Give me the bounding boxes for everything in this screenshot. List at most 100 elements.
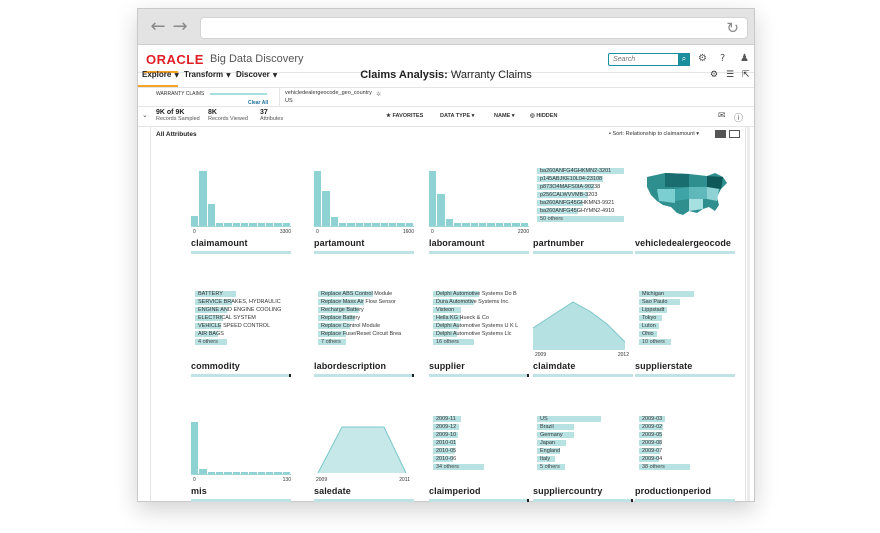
histogram-bar[interactable]	[224, 471, 233, 474]
value-row[interactable]: 2010-05	[433, 447, 529, 455]
forward-arrow-icon[interactable]: →	[172, 16, 188, 37]
value-row[interactable]: 2010-01	[433, 439, 529, 447]
value-row[interactable]: US	[537, 415, 633, 423]
card-claimdate[interactable]: 2009 2012 claimdate	[533, 290, 635, 402]
histogram-bar[interactable]	[191, 215, 200, 226]
value-row[interactable]: 10 others	[639, 338, 735, 346]
histogram-bar[interactable]	[199, 170, 208, 226]
histogram-bar[interactable]	[520, 223, 529, 226]
value-row[interactable]: Replace ABS Control Module	[318, 290, 414, 298]
search-input[interactable]: Search ⌕	[608, 53, 690, 66]
value-row[interactable]: Delphi Automotive Systems U K L	[433, 322, 529, 330]
histogram-bar[interactable]	[479, 223, 488, 226]
histogram-bar[interactable]	[322, 191, 331, 226]
histogram-bar[interactable]	[397, 223, 406, 226]
histogram-bar[interactable]	[372, 223, 381, 226]
histogram-bar[interactable]	[330, 217, 339, 226]
sort-dropdown[interactable]: ▪ Sort: Relationship to claimamount ▾	[609, 131, 700, 137]
value-row[interactable]: Japan	[537, 439, 633, 447]
histogram-bar[interactable]	[232, 223, 241, 226]
card-vehicledealergeocode[interactable]: vehicledealergeocode	[635, 167, 737, 279]
value-row[interactable]: Delphi Automotive Systems Llc	[433, 330, 529, 338]
back-arrow-icon[interactable]: ←	[150, 16, 166, 37]
value-row[interactable]: 2009-04	[639, 455, 735, 463]
histogram-bar[interactable]	[274, 223, 283, 226]
user-icon[interactable]: ♟	[740, 53, 749, 64]
card-laboramount[interactable]: 0 2200 laboramount	[429, 167, 531, 279]
value-row[interactable]: ba260ANFG4GHKMN2-3201	[537, 167, 633, 175]
grid-view-icon[interactable]	[729, 130, 740, 138]
card-supplier[interactable]: Delphi Automotive Systems Do B Dura Autom…	[429, 290, 531, 402]
histogram-bar[interactable]	[487, 223, 496, 226]
histogram-bar[interactable]	[462, 223, 471, 226]
histogram-bar[interactable]	[249, 471, 258, 474]
value-row[interactable]: ELECTRICAL SYSTEM	[195, 314, 291, 322]
value-row[interactable]: 5 others	[537, 463, 633, 471]
search-icon[interactable]: ⌕	[678, 53, 690, 66]
settings-icon[interactable]: ⚙	[710, 70, 719, 80]
histogram-bar[interactable]	[241, 471, 250, 474]
value-row[interactable]: p145ABJKE10L04-23108	[537, 175, 633, 183]
histogram-bar[interactable]	[495, 223, 504, 226]
card-claimamount[interactable]: 0 3300 claimamount	[191, 167, 293, 279]
histogram-bar[interactable]	[257, 223, 266, 226]
histogram-bar[interactable]	[241, 223, 250, 226]
histogram-bar[interactable]	[389, 223, 398, 226]
value-row[interactable]: Delphi Automotive Systems Do B	[433, 290, 529, 298]
value-row[interactable]: England	[537, 447, 633, 455]
favorites-button[interactable]: ★ FAVORITES	[386, 113, 424, 119]
value-row[interactable]: Lippstadt	[639, 306, 735, 314]
value-row[interactable]: p256CALWVVMB-3203	[537, 191, 633, 199]
histogram-bar[interactable]	[199, 469, 208, 474]
value-row[interactable]: Hella KG Hueck & Co	[433, 314, 529, 322]
value-row[interactable]: Replace Mass Air Flow Sensor	[318, 298, 414, 306]
export-icon[interactable]: ⇱	[742, 70, 750, 80]
card-commodity[interactable]: BATTERY SERVICE BRAKES, HYDRAULIC ENGINE A…	[191, 290, 293, 402]
card-claimperiod[interactable]: 2009-11 2009-12 2009-10 2010-01 2010-05 2010-…	[429, 415, 531, 527]
card-mis[interactable]: 0 130 mis	[191, 415, 293, 527]
value-row[interactable]: Sao Paulo	[639, 298, 735, 306]
value-row[interactable]: VEHICLE SPEED CONTROL	[195, 322, 291, 330]
remove-refinement-icon[interactable]: ✲	[376, 91, 382, 98]
card-labordescription[interactable]: Replace ABS Control Module Replace Mass A…	[314, 290, 416, 402]
histogram-bar[interactable]	[257, 471, 266, 474]
card-partamount[interactable]: 0 1600 partamount	[314, 167, 416, 279]
histogram-bar[interactable]	[454, 223, 463, 226]
reload-icon[interactable]: ↻	[726, 19, 739, 37]
value-row[interactable]: 4 others	[195, 338, 291, 346]
value-row[interactable]: 2009-07	[639, 447, 735, 455]
histogram-bar[interactable]	[512, 223, 521, 226]
histogram-bar[interactable]	[445, 219, 454, 226]
histogram-bar[interactable]	[364, 223, 373, 226]
card-partnumber[interactable]: ba260ANFG4GHKMN2-3201 p145ABJKE10L04-2310…	[533, 167, 635, 279]
histogram-bar[interactable]	[216, 222, 225, 226]
histogram-bar[interactable]	[355, 223, 364, 226]
share-icon[interactable]: ✉	[718, 111, 726, 121]
histogram-bar[interactable]	[249, 223, 258, 226]
value-row[interactable]: Dura Automotive Systems Inc.	[433, 298, 529, 306]
menu-discover[interactable]: Discover ▼	[236, 70, 278, 79]
info-icon[interactable]: ⓘ	[734, 114, 744, 124]
gear-icon[interactable]: ⚙	[698, 53, 707, 64]
histogram-bar[interactable]	[347, 223, 356, 226]
hidden-button[interactable]: ◎ HIDDEN	[530, 113, 558, 119]
value-row[interactable]: ba260ANFG45GHKMN3-9921	[537, 199, 633, 207]
help-icon[interactable]: ?	[720, 53, 726, 64]
value-row[interactable]: Brazil	[537, 423, 633, 431]
histogram-bar[interactable]	[224, 223, 233, 226]
value-row[interactable]: 2009-10	[433, 431, 529, 439]
histogram-bar[interactable]	[207, 203, 216, 226]
histogram-bar[interactable]	[282, 223, 291, 226]
histogram-bar[interactable]	[314, 170, 323, 226]
collapse-chevron-icon[interactable]: ⌄	[142, 111, 148, 119]
histogram-bar[interactable]	[437, 194, 446, 226]
histogram-bar[interactable]	[380, 223, 389, 226]
value-row[interactable]: SERVICE BRAKES, HYDRAULIC	[195, 298, 291, 306]
address-bar[interactable]: ↻	[200, 17, 748, 39]
histogram-bar[interactable]	[339, 223, 348, 226]
value-row[interactable]: Visteon	[433, 306, 529, 314]
value-row[interactable]: ENGINE AND ENGINE COOLING	[195, 306, 291, 314]
name-dropdown[interactable]: NAME ▾	[494, 113, 515, 119]
histogram-bar[interactable]	[266, 223, 275, 226]
histogram-bar[interactable]	[216, 471, 225, 474]
